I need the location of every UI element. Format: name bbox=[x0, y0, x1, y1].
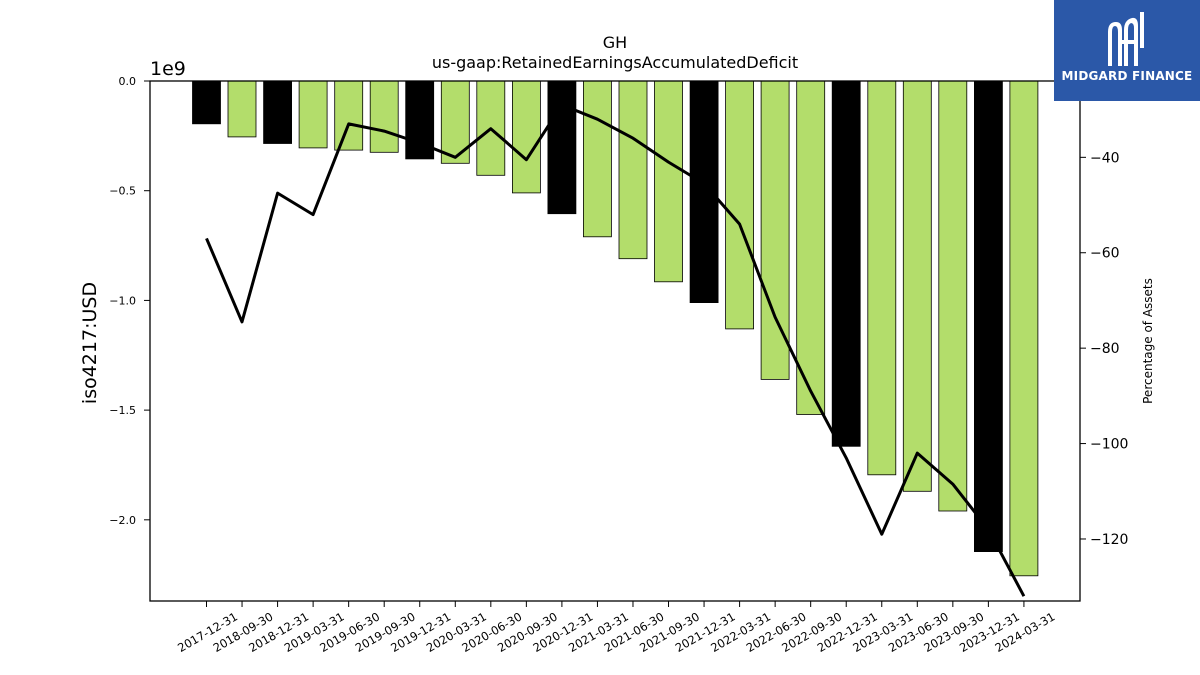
brand-logo: MIDGARD FINANCE bbox=[1054, 0, 1200, 101]
bar bbox=[938, 80, 968, 512]
y2-tick-label: −60 bbox=[1090, 246, 1120, 262]
y-tick-label: −1.0 bbox=[109, 294, 136, 307]
bar bbox=[334, 80, 364, 151]
bar bbox=[796, 80, 826, 415]
series-line bbox=[205, 103, 1026, 597]
y2-axis-label: Percentage of Assets bbox=[1141, 278, 1155, 404]
y-tick-label: 0.0 bbox=[119, 75, 137, 88]
bar bbox=[902, 80, 932, 492]
y2-tick-label: −100 bbox=[1090, 437, 1128, 453]
bar bbox=[974, 80, 1003, 553]
y-offset-label: 1e9 bbox=[150, 58, 186, 80]
bar-group bbox=[192, 80, 1039, 577]
y-tick-label: −2.0 bbox=[109, 514, 136, 527]
brand-logo-text: MIDGARD FINANCE bbox=[1061, 69, 1193, 83]
bar bbox=[831, 80, 861, 447]
chart-subtitle: us-gaap:RetainedEarningsAccumulatedDefic… bbox=[432, 53, 798, 72]
y2-tick-label: −80 bbox=[1090, 341, 1120, 357]
plot-frame bbox=[149, 80, 1081, 602]
left-axis-ticks: 0.0 −0.5 −1.0 −1.5 −2.0 bbox=[109, 75, 150, 527]
bar bbox=[263, 80, 293, 144]
bar bbox=[583, 80, 612, 238]
bar bbox=[654, 80, 683, 283]
y2-tick-label: −40 bbox=[1090, 150, 1120, 166]
bar bbox=[760, 80, 790, 380]
bar bbox=[227, 80, 257, 138]
bar bbox=[369, 80, 399, 153]
bar bbox=[725, 80, 754, 330]
bar bbox=[512, 80, 541, 194]
bar bbox=[192, 80, 221, 125]
y2-tick-label: −120 bbox=[1090, 532, 1128, 548]
y-axis-label: iso4217:USD bbox=[79, 282, 101, 404]
bar bbox=[867, 80, 897, 476]
x-axis-ticks: 2017-12-312018-09-302018-12-312019-03-31… bbox=[175, 601, 1057, 655]
bar bbox=[618, 80, 648, 260]
bar bbox=[1009, 80, 1039, 577]
bar bbox=[298, 80, 328, 149]
midgard-logo-icon bbox=[1108, 12, 1144, 66]
line-layer bbox=[205, 103, 1026, 597]
right-axis-ticks: −40 −60 −80 −100 −120 bbox=[1080, 150, 1128, 548]
y-tick-label: −0.5 bbox=[109, 185, 136, 198]
bar bbox=[547, 80, 577, 215]
axes bbox=[149, 80, 1081, 602]
y-tick-label: −1.5 bbox=[109, 404, 136, 417]
bar bbox=[689, 80, 719, 304]
chart-title: GH bbox=[603, 33, 627, 52]
